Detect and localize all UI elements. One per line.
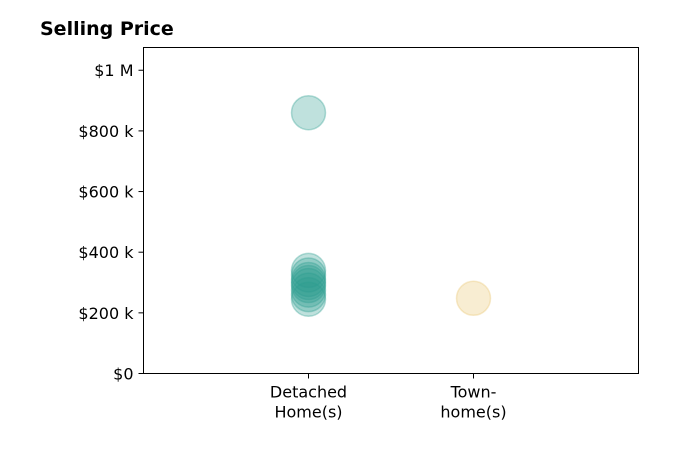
plot-frame <box>143 47 639 374</box>
data-point <box>290 252 327 289</box>
x-tick-label: home(s) <box>440 403 506 422</box>
chart-title: Selling Price <box>40 18 174 40</box>
y-tick-label: $800 k <box>78 122 134 141</box>
data-point <box>290 257 327 293</box>
y-tick-label: $600 k <box>78 183 134 202</box>
x-tick-label: Detached <box>270 383 347 402</box>
y-tick-label: $0 <box>113 365 133 384</box>
y-tick-label: $200 k <box>78 304 134 323</box>
data-point <box>290 281 327 317</box>
data-point <box>455 280 492 317</box>
data-point <box>290 272 327 308</box>
y-axis: $0 $200 k $400 k $600 k $800 k $1 M <box>78 61 144 384</box>
data-point <box>290 267 327 304</box>
data-point <box>290 94 327 131</box>
y-tick-label: $400 k <box>78 243 134 262</box>
y-tick-label: $1 M <box>94 61 133 80</box>
data-points <box>290 94 492 317</box>
x-tick-label: Town- <box>450 383 497 402</box>
data-point <box>290 264 327 301</box>
data-point <box>290 261 327 298</box>
x-tick-label: Home(s) <box>274 403 342 422</box>
data-point <box>290 276 327 313</box>
